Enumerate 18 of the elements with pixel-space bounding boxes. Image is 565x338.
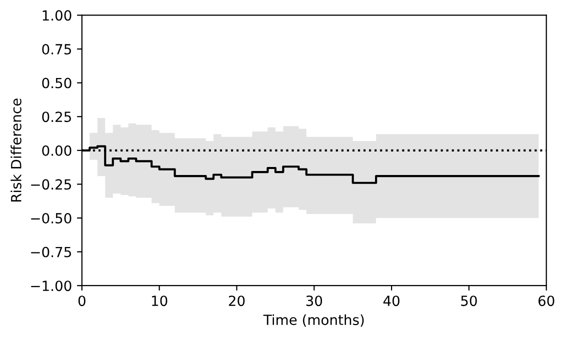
x-axis-title: Time (months)	[263, 314, 364, 327]
x-tick-label: 0	[78, 296, 86, 306]
x-tick-label: 10	[152, 296, 168, 306]
y-tick-label: −0.50	[31, 212, 72, 224]
y-tick-label: 1.00	[42, 10, 72, 21]
y-tick-label: 0.25	[42, 112, 71, 122]
y-axis-title: Risk Difference	[10, 98, 22, 202]
y-tick-label: 0.00	[42, 145, 72, 156]
y-tick-label: 0.50	[42, 78, 72, 88]
y-tick-label: −1.00	[31, 280, 72, 292]
x-tick-label: 20	[228, 296, 245, 306]
x-tick-label: 60	[538, 296, 554, 306]
y-tick-label: −0.75	[31, 246, 71, 258]
x-tick-label: 50	[461, 296, 477, 306]
x-tick-label: 30	[306, 296, 322, 306]
x-tick-label: 40	[383, 296, 400, 306]
y-tick-label: 0.75	[42, 44, 71, 54]
y-tick-label: −0.25	[31, 179, 71, 190]
